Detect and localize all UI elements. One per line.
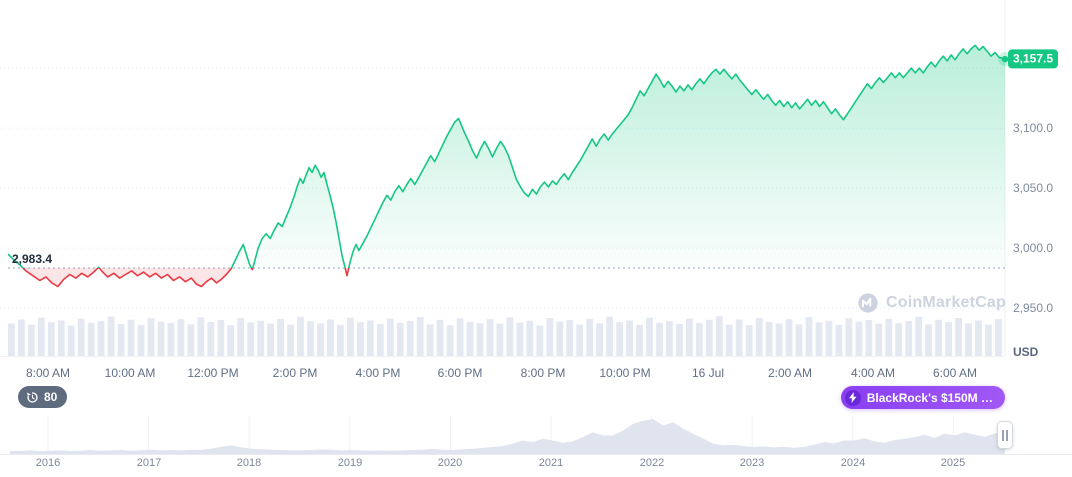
year-label-2020: 2020: [437, 457, 463, 469]
x-axis-tick: 4:00 PM: [355, 366, 401, 380]
year-label-2016: 2016: [35, 457, 61, 469]
year-label-2023: 2023: [739, 457, 765, 469]
year-label-2024: 2024: [840, 457, 866, 469]
x-axis-tick: 10:00 AM: [104, 366, 156, 380]
price-chart-canvas[interactable]: [0, 0, 1072, 360]
x-axis-tick: 8:00 PM: [520, 366, 566, 380]
year-label-2019: 2019: [337, 457, 363, 469]
history-replay-button[interactable]: 80: [18, 386, 68, 408]
coinmarketcap-watermark: CoinMarketCap: [857, 292, 1006, 314]
x-axis-tick: 6:00 AM: [932, 366, 978, 380]
x-axis-tick: 12:00 PM: [187, 366, 239, 380]
x-axis-tick: 6:00 PM: [437, 366, 483, 380]
news-label: BlackRock's $150M …: [866, 390, 993, 405]
x-axis: 8:00 AM 10:00 AM 12:00 PM 2:00 PM 4:00 PM 6:0…: [0, 362, 1072, 382]
coinmarketcap-logo-icon: [858, 293, 878, 313]
grip-line: [1006, 429, 1008, 441]
x-axis-tick: 16 Jul: [691, 366, 725, 380]
history-count: 80: [44, 390, 58, 404]
x-axis-tick: 10:00 PM: [599, 366, 651, 380]
grip-line: [1002, 429, 1004, 441]
baseline-price-label: 2,983.4: [12, 252, 53, 266]
year-label-2025: 2025: [940, 457, 966, 469]
timeline-scrub-handle[interactable]: [997, 421, 1013, 449]
x-axis-tick: 2:00 PM: [272, 366, 318, 380]
x-axis-tick: 8:00 AM: [25, 366, 71, 380]
timeline-minimap[interactable]: [0, 414, 1072, 455]
lightning-icon: [844, 389, 861, 406]
year-label-2022: 2022: [639, 457, 665, 469]
news-annotation-button[interactable]: BlackRock's $150M …: [840, 386, 1005, 409]
year-label-2018: 2018: [236, 457, 262, 469]
main-chart-area[interactable]: 2,983.4 CoinMarketCap 3,157.5 USD 3,100.…: [0, 0, 1072, 360]
year-label-2017: 2017: [136, 457, 162, 469]
history-clock-icon: [26, 391, 38, 403]
timeline-year-labels: 2016 2017 2018 2019 2020 2021 2022 2023 2024 2025: [0, 457, 1072, 473]
watermark-text: CoinMarketCap: [886, 294, 1006, 311]
x-axis-tick: 2:00 AM: [767, 366, 813, 380]
x-axis-tick: 4:00 AM: [850, 366, 896, 380]
year-label-2021: 2021: [538, 457, 564, 469]
minimap-chart[interactable]: [0, 414, 1072, 455]
